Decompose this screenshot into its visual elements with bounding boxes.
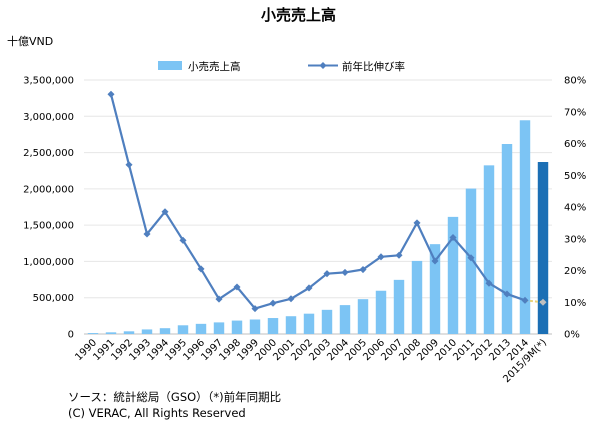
legend-bar-swatch — [158, 61, 182, 70]
right-tick-label: 40% — [564, 203, 586, 214]
line-point — [521, 296, 529, 304]
bar — [429, 244, 441, 334]
copyright-note: (C) VERAC, All Rights Reserved — [68, 406, 246, 420]
grid-lines — [84, 79, 552, 335]
line-point — [413, 219, 421, 227]
bar — [339, 305, 351, 334]
line-point — [287, 295, 295, 303]
source-note: ソース：統計総局（GSO）（*)前年同期比 — [68, 390, 282, 404]
left-tick-label: 1,000,000 — [23, 257, 74, 268]
line-point — [179, 236, 187, 244]
line-point — [197, 265, 205, 273]
bar — [321, 309, 333, 334]
bar — [447, 216, 459, 334]
right-axis-ticks: 0% 10% 20% 30% 40% 50% 60% 70% 80% — [564, 76, 586, 341]
line-point — [377, 253, 385, 261]
bar — [123, 331, 135, 334]
growth-line — [109, 94, 526, 310]
line-point — [359, 266, 367, 274]
bar — [483, 165, 495, 334]
bar — [519, 120, 531, 334]
line-series — [107, 90, 547, 313]
bar — [159, 328, 171, 334]
line-point — [305, 284, 313, 292]
left-tick-label: 500,000 — [33, 293, 74, 304]
bar — [393, 279, 405, 334]
bar — [537, 162, 549, 334]
left-tick-label: 0 — [68, 330, 74, 341]
bar — [87, 333, 99, 334]
bar — [141, 329, 153, 334]
bar — [375, 290, 387, 334]
bar — [105, 332, 117, 334]
right-tick-label: 0% — [564, 330, 580, 341]
bar — [213, 322, 225, 334]
bar — [231, 320, 243, 334]
bar — [177, 325, 189, 334]
bar-series — [87, 120, 549, 334]
right-tick-label: 30% — [564, 234, 586, 245]
bar — [267, 318, 279, 334]
line-point — [485, 279, 493, 287]
right-tick-label: 20% — [564, 266, 586, 277]
left-axis-unit: 十億VND — [7, 35, 54, 48]
bar — [303, 313, 315, 334]
left-tick-label: 2,500,000 — [23, 148, 74, 159]
line-point — [251, 305, 259, 313]
line-point — [395, 251, 403, 259]
left-tick-label: 3,500,000 — [23, 76, 74, 87]
line-point — [539, 298, 547, 306]
line-point — [107, 90, 115, 98]
bar — [285, 316, 297, 334]
right-tick-label: 70% — [564, 107, 586, 118]
right-tick-label: 60% — [564, 139, 586, 150]
line-point — [341, 268, 349, 276]
right-tick-label: 50% — [564, 171, 586, 182]
line-point — [125, 161, 133, 169]
line-point — [143, 230, 151, 238]
line-point — [503, 290, 511, 298]
legend-line-marker — [319, 61, 327, 70]
chart-title: 小売売上高 — [260, 6, 336, 24]
legend-bar-label: 小売売上高 — [188, 60, 241, 73]
bar — [195, 323, 207, 334]
line-point — [215, 295, 223, 303]
bar — [249, 319, 261, 334]
line-point — [161, 208, 169, 216]
right-tick-label: 10% — [564, 298, 586, 309]
legend: 小売売上高 前年比伸び率 — [158, 60, 405, 73]
bar — [411, 260, 423, 334]
left-tick-label: 2,000,000 — [23, 184, 74, 195]
bar — [357, 299, 369, 334]
left-axis-ticks: 0 500,000 1,000,000 1,500,000 2,000,000 2,500… — [23, 76, 74, 341]
left-tick-label: 1,500,000 — [23, 221, 74, 232]
bar — [501, 144, 513, 334]
line-point — [323, 270, 331, 278]
line-point — [449, 233, 457, 242]
line-point — [431, 257, 439, 265]
x-axis-ticks: 1990199119921993199419951996199719981999… — [73, 337, 549, 385]
left-tick-label: 3,000,000 — [23, 112, 74, 123]
line-point — [233, 283, 241, 291]
legend-line-label: 前年比伸び率 — [342, 60, 405, 73]
line-point — [269, 299, 277, 307]
right-tick-label: 80% — [564, 76, 586, 87]
